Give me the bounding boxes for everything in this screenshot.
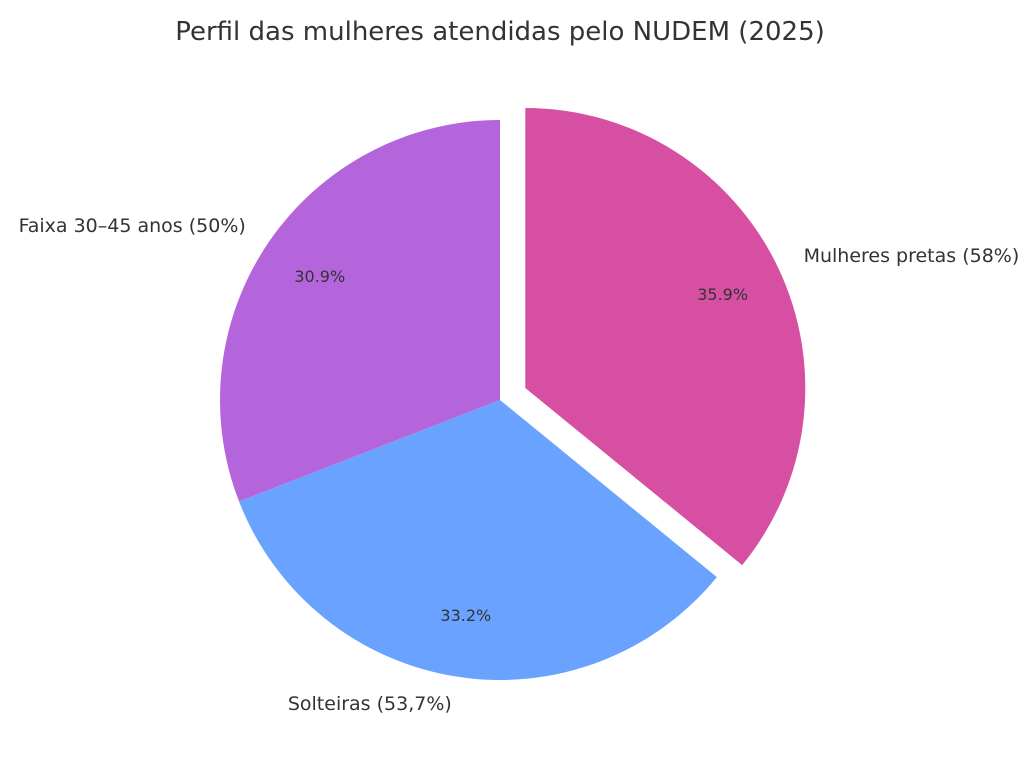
pie-category-label-2: Faixa 30–45 anos (50%) — [19, 215, 246, 237]
pie-pct-label-2: 30.9% — [294, 267, 345, 286]
pie-slices — [220, 107, 806, 680]
pie-pct-label-1: 33.2% — [440, 606, 491, 625]
pie-slice-0 — [525, 107, 806, 566]
pie-labels: 35.9% Mulheres pretas (58%) 33.2% Solteiras… — [19, 215, 1020, 715]
chart-title: Perfil das mulheres atendidas pelo NUDEM… — [175, 17, 825, 47]
pie-slice-1 — [239, 400, 717, 680]
pie-slice-2 — [220, 120, 500, 502]
pie-category-label-0: Mulheres pretas (58%) — [804, 245, 1020, 267]
pie-category-label-1: Solteiras (53,7%) — [288, 693, 452, 715]
pie-pct-label-0: 35.9% — [697, 285, 748, 304]
